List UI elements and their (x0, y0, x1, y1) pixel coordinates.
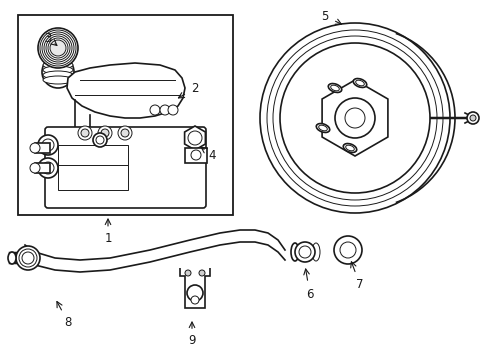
Circle shape (22, 252, 34, 264)
Circle shape (186, 285, 203, 301)
Text: 1: 1 (104, 231, 112, 244)
Circle shape (191, 150, 201, 160)
Ellipse shape (318, 125, 326, 131)
Circle shape (42, 162, 54, 174)
Polygon shape (67, 63, 184, 118)
Circle shape (466, 112, 478, 124)
Ellipse shape (330, 85, 339, 91)
Polygon shape (184, 126, 205, 150)
Circle shape (93, 133, 107, 147)
Circle shape (280, 43, 429, 193)
Circle shape (38, 135, 58, 155)
Ellipse shape (345, 145, 354, 151)
Circle shape (266, 30, 442, 206)
Ellipse shape (343, 144, 356, 152)
Circle shape (469, 115, 475, 121)
Circle shape (121, 129, 129, 137)
Circle shape (19, 249, 37, 267)
FancyBboxPatch shape (45, 127, 205, 208)
Ellipse shape (316, 123, 329, 132)
Circle shape (101, 129, 109, 137)
Ellipse shape (327, 84, 341, 93)
Ellipse shape (311, 243, 319, 261)
Bar (58, 165, 128, 190)
Ellipse shape (355, 80, 364, 86)
Circle shape (98, 126, 112, 140)
Ellipse shape (43, 76, 73, 84)
Circle shape (260, 23, 449, 213)
Ellipse shape (297, 243, 305, 261)
Circle shape (168, 105, 178, 115)
Text: 6: 6 (305, 288, 313, 302)
Circle shape (199, 270, 204, 276)
Circle shape (38, 158, 58, 178)
Ellipse shape (290, 243, 298, 261)
Circle shape (187, 131, 202, 145)
Text: 7: 7 (356, 279, 363, 292)
Circle shape (30, 163, 40, 173)
Circle shape (334, 98, 374, 138)
Circle shape (96, 136, 104, 144)
Circle shape (81, 129, 89, 137)
Circle shape (294, 242, 314, 262)
Text: 5: 5 (321, 9, 328, 23)
Circle shape (191, 296, 199, 304)
Circle shape (298, 246, 310, 258)
Circle shape (333, 236, 361, 264)
Bar (184, 148, 206, 163)
Circle shape (42, 56, 74, 88)
Circle shape (38, 28, 78, 68)
Circle shape (48, 62, 68, 82)
Bar (18, 15, 232, 215)
Circle shape (44, 34, 72, 62)
Polygon shape (322, 80, 387, 156)
Bar (35, 143, 50, 153)
Text: 9: 9 (188, 333, 195, 346)
Circle shape (78, 126, 92, 140)
Ellipse shape (43, 71, 73, 79)
Text: 3: 3 (44, 32, 52, 45)
Ellipse shape (8, 252, 16, 264)
Circle shape (272, 36, 436, 200)
Circle shape (150, 105, 160, 115)
Circle shape (118, 126, 132, 140)
Circle shape (50, 40, 66, 56)
Circle shape (160, 105, 170, 115)
Text: 8: 8 (64, 315, 72, 328)
Circle shape (16, 246, 40, 270)
Ellipse shape (352, 78, 366, 87)
Circle shape (42, 139, 54, 151)
Circle shape (345, 108, 364, 128)
Bar (35, 163, 50, 173)
Circle shape (184, 270, 191, 276)
Ellipse shape (43, 61, 73, 69)
Text: 2: 2 (191, 81, 198, 95)
Circle shape (339, 242, 355, 258)
Ellipse shape (43, 66, 73, 74)
Circle shape (30, 143, 40, 153)
Ellipse shape (305, 243, 312, 261)
Bar (58, 145, 128, 170)
Text: 4: 4 (208, 149, 215, 162)
